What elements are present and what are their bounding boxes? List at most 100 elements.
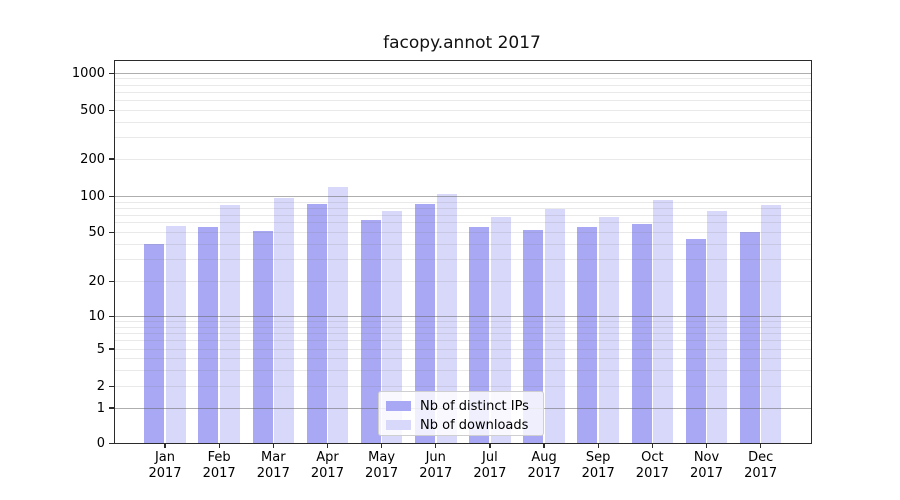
x-tick-month: May [368, 450, 396, 465]
bar-downloads-feb [219, 205, 240, 444]
x-tick-month: Mar [261, 450, 286, 465]
minor-gridline [113, 207, 812, 209]
x-tick-year: 2017 [473, 466, 507, 481]
legend-swatch-distinct-ips [386, 401, 411, 411]
y-tick-mark [109, 281, 114, 283]
bar-distinct-ips-mar [252, 231, 273, 444]
legend-label-downloads: Nb of downloads [420, 417, 529, 433]
y-tick-mark [109, 386, 114, 388]
x-tick-mark [326, 443, 329, 448]
minor-gridline [113, 84, 812, 86]
x-tick-year: 2017 [689, 466, 724, 481]
x-tick-label-sep: Sep 2017 [568, 450, 628, 482]
x-tick-mark [272, 443, 274, 448]
x-tick-year: 2017 [310, 466, 344, 481]
bar-downloads-jun [436, 194, 457, 444]
y-tick-label: 1000 [71, 65, 105, 81]
minor-gridline [113, 137, 812, 139]
x-tick-mark [543, 443, 545, 448]
bar-distinct-ips-apr [306, 203, 327, 444]
legend: Nb of distinct IPs Nb of downloads [378, 391, 544, 436]
chart-title: facopy.annot 2017 [383, 33, 541, 53]
x-tick-mark [705, 443, 708, 448]
x-tick-label-jun: Jun 2017 [406, 450, 466, 482]
y-tick-label: 50 [88, 224, 105, 240]
major-gridline [113, 196, 812, 198]
x-tick-label-feb: Feb 2017 [189, 450, 249, 482]
x-tick-label-mar: Mar 2017 [243, 450, 303, 482]
x-tick-label-may: May 2017 [352, 450, 412, 482]
x-tick-label-oct: Oct 2017 [622, 450, 682, 482]
y-tick-mark [109, 442, 114, 444]
minor-gridline [113, 78, 812, 80]
legend-swatch-downloads [386, 420, 411, 430]
major-gridline [113, 72, 812, 74]
x-tick-label-aug: Aug 2017 [514, 450, 574, 482]
y-tick-mark [109, 110, 114, 112]
y-tick-label: 1 [96, 400, 105, 416]
x-tick-label-jul: Jul 2017 [460, 450, 520, 482]
bar-downloads-jul [490, 217, 511, 444]
x-tick-month: Aug [531, 450, 557, 465]
x-tick-month: Jan [154, 450, 176, 465]
x-tick-year: 2017 [202, 466, 236, 481]
x-tick-mark [489, 443, 491, 448]
minor-gridline [113, 100, 812, 102]
y-tick-label: 5 [96, 341, 105, 357]
x-tick-mark [760, 443, 762, 448]
x-tick-year: 2017 [148, 466, 182, 481]
legend-item-distinct-ips: Nb of distinct IPs [386, 397, 543, 415]
bar-downloads-apr [328, 186, 349, 444]
x-tick-label-apr: Apr 2017 [297, 450, 357, 482]
y-tick-mark [109, 196, 114, 198]
y-tick-label: 200 [80, 151, 105, 167]
x-tick-mark [435, 443, 437, 448]
y-tick-mark [109, 407, 114, 409]
legend-item-downloads: Nb of downloads [386, 416, 543, 434]
x-tick-year: 2017 [256, 466, 290, 481]
legend-label-distinct-ips: Nb of distinct IPs [420, 398, 529, 414]
bar-distinct-ips-feb [198, 227, 219, 444]
minor-gridline [113, 201, 812, 203]
bar-distinct-ips-sep [577, 227, 598, 444]
bar-distinct-ips-nov [685, 239, 706, 444]
bar-downloads-nov [707, 211, 728, 444]
x-tick-month: Feb [207, 450, 231, 465]
x-tick-year: 2017 [527, 466, 561, 481]
x-tick-month: Nov [693, 450, 720, 465]
y-tick-label: 2 [96, 379, 105, 395]
bar-downloads-aug [544, 209, 565, 444]
x-tick-mark [651, 443, 653, 448]
y-tick-mark [109, 231, 114, 233]
bar-downloads-sep [599, 217, 619, 444]
x-tick-label-jan: Jan 2017 [135, 450, 195, 482]
y-tick-mark [109, 348, 114, 350]
y-tick-label: 0 [96, 435, 105, 451]
x-tick-mark [164, 443, 166, 448]
y-tick-mark [109, 316, 114, 318]
minor-gridline [113, 158, 812, 160]
x-tick-month: Jun [425, 450, 446, 465]
bar-downloads-mar [274, 197, 295, 444]
y-tick-label: 20 [88, 274, 105, 290]
y-tick-mark [109, 158, 114, 160]
y-tick-label: 100 [80, 189, 105, 205]
bar-distinct-ips-dec [739, 232, 760, 444]
bar-downloads-oct [653, 200, 674, 444]
bar-distinct-ips-aug [523, 230, 544, 444]
x-tick-mark [380, 443, 383, 448]
x-tick-month: Dec [748, 450, 774, 465]
x-tick-year: 2017 [365, 466, 399, 481]
x-tick-year: 2017 [635, 466, 669, 481]
y-tick-mark [109, 72, 114, 74]
plot-area [113, 60, 812, 444]
minor-gridline [113, 110, 812, 112]
x-tick-mark [597, 443, 599, 448]
x-tick-label-dec: Dec 2017 [731, 450, 791, 482]
bar-downloads-jan [165, 225, 186, 444]
x-tick-month: Oct [641, 450, 664, 465]
x-tick-label-nov: Nov 2017 [677, 450, 737, 482]
x-tick-month: Jul [482, 450, 498, 465]
x-tick-year: 2017 [581, 466, 615, 481]
